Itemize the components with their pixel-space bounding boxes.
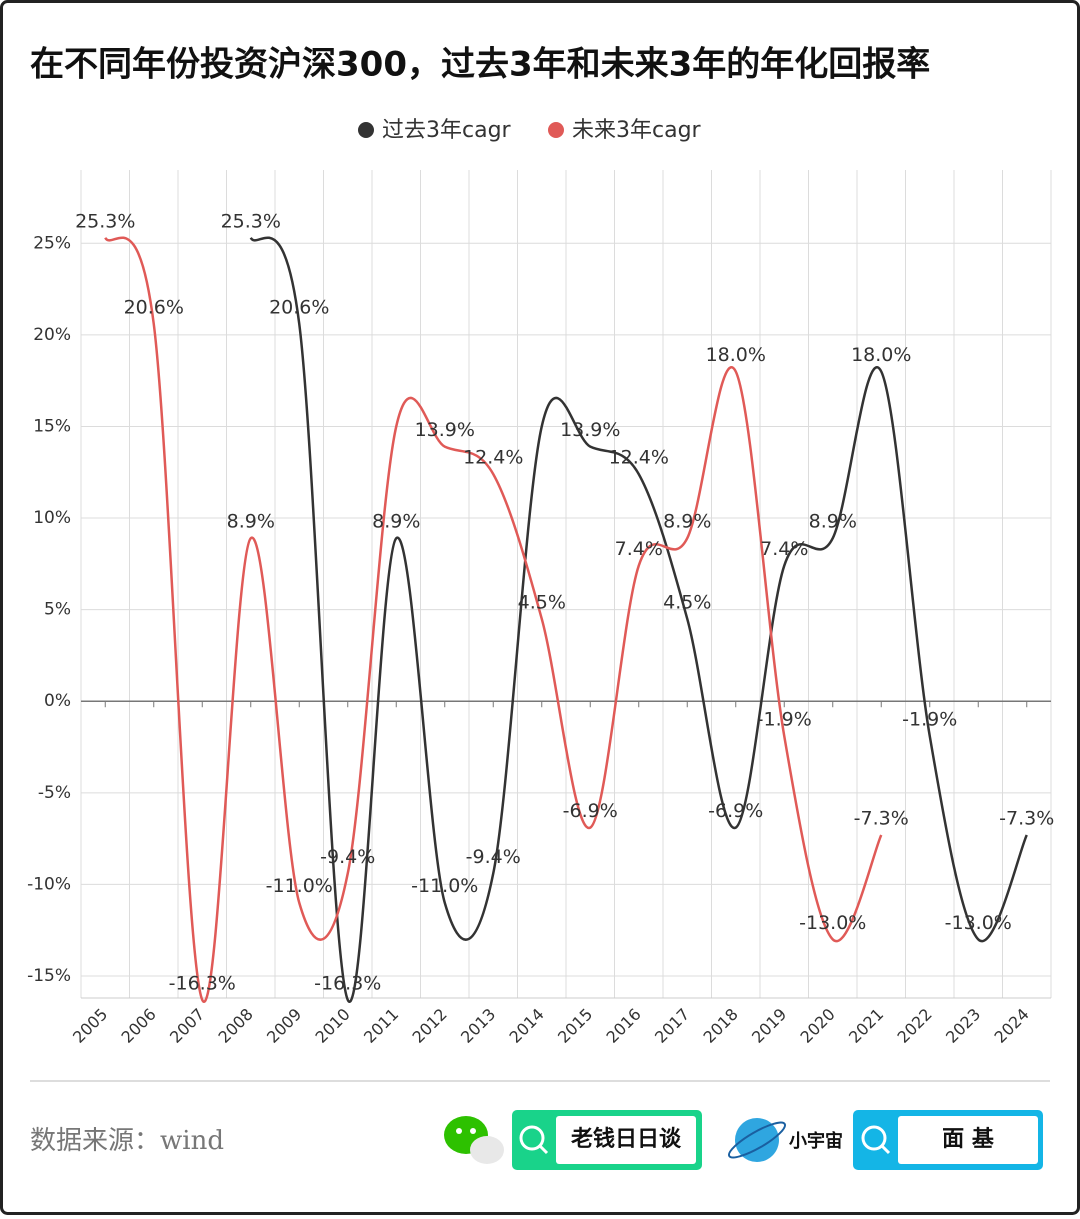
data-label: -13.0% (945, 912, 1012, 934)
brand-name: 老钱日日谈 (570, 1126, 682, 1152)
data-label: 4.5% (663, 591, 711, 613)
y-tick-label: 0% (44, 691, 71, 711)
data-label: 25.3% (75, 210, 135, 232)
y-tick-label: -15% (27, 966, 71, 986)
brand-badge: 面 基 (853, 1110, 1043, 1170)
data-label: 20.6% (124, 296, 184, 318)
data-label: 7.4% (615, 538, 663, 560)
data-label: -1.9% (757, 709, 812, 731)
data-label: 13.9% (560, 419, 620, 441)
legend-label: 过去3年cagr (382, 118, 512, 143)
data-label: -7.3% (999, 807, 1054, 829)
data-label: 25.3% (221, 210, 281, 232)
source-note: 数据来源：wind (30, 1126, 224, 1156)
y-tick-label: 15% (33, 416, 71, 436)
line (249, 236, 1028, 1003)
y-tick-label: 25% (33, 233, 71, 253)
legend-marker (358, 122, 374, 138)
data-label: -9.4% (320, 846, 375, 868)
data-label: 20.6% (269, 296, 329, 318)
wechat-icon (444, 1116, 504, 1164)
data-label: -1.9% (902, 709, 957, 731)
data-label: -16.3% (169, 972, 236, 994)
data-label: 8.9% (227, 511, 275, 533)
data-label: -6.9% (708, 800, 763, 822)
data-label: -11.0% (411, 875, 478, 897)
legend-label: 未来3年cagr (572, 118, 702, 143)
y-tick-label: 20% (33, 325, 71, 345)
data-label: -6.9% (563, 800, 618, 822)
data-label: -13.0% (799, 912, 866, 934)
y-tick-label: -5% (38, 783, 71, 803)
data-label: 12.4% (463, 447, 523, 469)
chart-title: 在不同年份投资沪深300，过去3年和未来3年的年化回报率 (30, 45, 930, 85)
y-tick-label: -10% (27, 874, 71, 894)
data-label: 4.5% (518, 591, 566, 613)
data-label: 13.9% (415, 419, 475, 441)
y-tick-label: 5% (44, 600, 71, 620)
legend-marker (548, 122, 564, 138)
line (104, 236, 883, 1003)
y-tick-label: 10% (33, 508, 71, 528)
data-label: -11.0% (266, 875, 333, 897)
planet-icon: 小宇宙 (728, 1118, 843, 1162)
data-label: 8.9% (809, 511, 857, 533)
data-label: -16.3% (314, 972, 381, 994)
brand-name: 小宇宙 (789, 1130, 843, 1152)
data-label: 8.9% (372, 511, 420, 533)
data-label: 12.4% (609, 447, 669, 469)
brand-badge: 老钱日日谈 (512, 1110, 702, 1170)
data-label: 18.0% (706, 344, 766, 366)
data-label: -7.3% (854, 807, 909, 829)
data-label: 7.4% (760, 538, 808, 560)
data-label: -9.4% (466, 846, 521, 868)
data-label: 8.9% (663, 511, 711, 533)
data-label: 18.0% (851, 344, 911, 366)
brand-name: 面 基 (942, 1127, 995, 1152)
